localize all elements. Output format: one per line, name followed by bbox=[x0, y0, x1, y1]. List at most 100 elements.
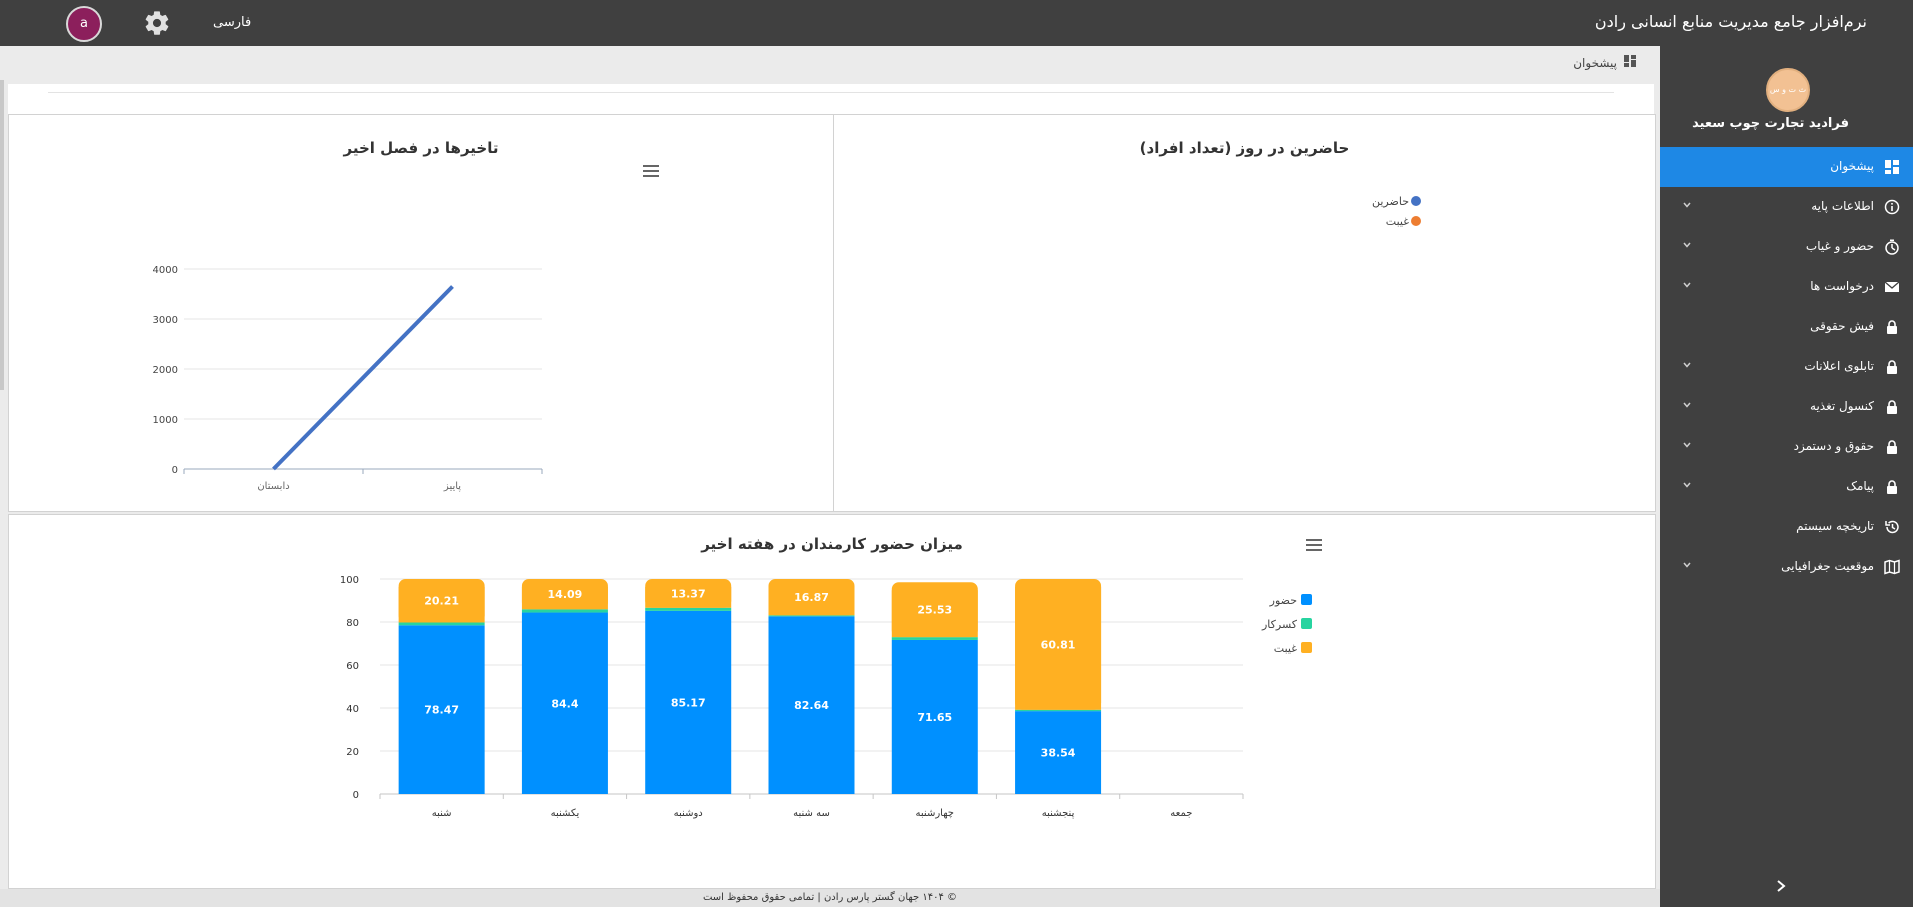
lock-icon bbox=[1887, 400, 1897, 414]
info-icon bbox=[1884, 199, 1900, 215]
legend-label: کسرکار bbox=[1261, 618, 1298, 631]
sidebar-item-base-info[interactable]: اطلاعات پایه bbox=[1660, 187, 1913, 227]
data-label: 85.17 bbox=[671, 696, 706, 709]
data-label: 20.21 bbox=[424, 595, 459, 608]
weekly-attendance-panel: میزان حضور کارمندان در هفته اخیر 0 20 40 60… bbox=[8, 514, 1656, 889]
y-tick-label: 80 bbox=[346, 618, 359, 629]
sidebar-item-dashboard[interactable]: پیشخوان bbox=[1660, 147, 1913, 187]
sidebar-item-sms[interactable]: پیامک bbox=[1660, 467, 1913, 507]
language-selector[interactable]: فارسی bbox=[213, 15, 252, 30]
bar-segment-fill bbox=[768, 587, 855, 616]
y-tick-label: 20 bbox=[346, 747, 359, 758]
scrollbar[interactable] bbox=[0, 80, 4, 390]
chart-title: میزان حضور کارمندان در هفته اخیر bbox=[701, 535, 963, 553]
sidebar-item-payslip[interactable]: فیش حقوقی bbox=[1660, 307, 1913, 347]
sidebar-item-system-history[interactable]: تاریخچه سیستم bbox=[1660, 507, 1913, 547]
x-tick-label: یکشنبه bbox=[551, 808, 580, 819]
data-label: 25.53 bbox=[917, 604, 952, 617]
dashboard-icon bbox=[1885, 160, 1899, 174]
chevron-down-icon[interactable] bbox=[1682, 200, 1692, 210]
sidebar-item-payroll[interactable]: حقوق و دستمزد bbox=[1660, 427, 1913, 467]
top-header: نرم‌افزار جامع مدیریت منابع انسانی رادن … bbox=[0, 0, 1913, 46]
legend-marker bbox=[1301, 618, 1312, 629]
x-tick-label: پاییز bbox=[443, 481, 461, 492]
main-content: حاضرین در روز (تعداد افراد) حاضرین غیبت … bbox=[0, 80, 1660, 889]
data-label: 16.87 bbox=[794, 591, 829, 604]
bar-segment bbox=[1015, 711, 1102, 794]
lock-icon bbox=[1887, 440, 1897, 454]
line-chart: 0 1000 2000 3000 4000 دابستان پاییز bbox=[153, 265, 543, 492]
y-tick-label: 60 bbox=[346, 661, 359, 672]
company-name: فرادید تجارت چوب سعید bbox=[1692, 116, 1849, 131]
x-tick-label: شنبه bbox=[432, 808, 452, 819]
data-label: 38.54 bbox=[1041, 747, 1076, 760]
sidebar-item-label: حضور و غیاب bbox=[1805, 239, 1874, 253]
footer: © ۱۴۰۴ جهان گستر پارس رادن | تمامی حقوق … bbox=[0, 889, 1660, 907]
legend-absent-marker bbox=[1411, 216, 1421, 226]
chevron-right-icon[interactable] bbox=[1775, 879, 1787, 893]
bar-segment bbox=[768, 616, 855, 794]
x-tick-label: سه شنبه bbox=[793, 808, 830, 819]
dashboard-icon bbox=[1624, 55, 1636, 67]
series-line bbox=[272, 285, 454, 471]
bar-segment bbox=[645, 607, 732, 611]
x-tick-label: چهارشنبه bbox=[916, 808, 954, 819]
sidebar-item-label: درخواست ها bbox=[1810, 279, 1874, 293]
sidebar: ث ت و س فرادید تجارت چوب سعید پیشخوان اطل… bbox=[1660, 46, 1913, 907]
legend-label: حضور bbox=[1269, 594, 1297, 607]
x-tick-label: دابستان bbox=[257, 481, 289, 492]
data-label: 82.64 bbox=[794, 699, 829, 712]
bar-segment bbox=[768, 615, 855, 617]
legend-present-label: حاضرین bbox=[1372, 195, 1409, 208]
y-tick-label: 0 bbox=[172, 465, 178, 476]
app-title: نرم‌افزار جامع مدیریت منابع انسانی رادن bbox=[1594, 12, 1867, 31]
gear-icon[interactable] bbox=[143, 9, 171, 37]
bar-segment-fill bbox=[1015, 587, 1102, 710]
pie-chart: حاضرین غیبت bbox=[1372, 195, 1421, 228]
x-tick-label: پنجشنبه bbox=[1042, 808, 1075, 819]
sidebar-item-notice-board[interactable]: تابلوی اعلانات bbox=[1660, 347, 1913, 387]
sidebar-item-geo-location[interactable]: موقعیت جغرافیایی bbox=[1660, 547, 1913, 587]
chevron-down-icon[interactable] bbox=[1682, 440, 1692, 450]
bar-segment bbox=[1015, 709, 1102, 712]
data-label: 71.65 bbox=[917, 711, 952, 724]
sidebar-item-label: پیشخوان bbox=[1830, 159, 1874, 173]
sidebar-item-label: تاریخچه سیستم bbox=[1796, 519, 1874, 533]
data-label: 13.37 bbox=[671, 587, 706, 600]
sidebar-item-label: تابلوی اعلانات bbox=[1804, 359, 1874, 373]
lock-icon bbox=[1887, 360, 1897, 374]
chevron-down-icon[interactable] bbox=[1682, 480, 1692, 490]
top-panel-strip bbox=[8, 84, 1654, 114]
chevron-down-icon[interactable] bbox=[1682, 360, 1692, 370]
delays-panel: تاخیرها در فصل اخیر 0 1000 2000 3000 4000 داب… bbox=[8, 114, 834, 512]
bar-segment bbox=[398, 622, 485, 626]
chevron-down-icon[interactable] bbox=[1682, 280, 1692, 290]
avatar[interactable]: a bbox=[66, 6, 102, 42]
bar-segment bbox=[521, 609, 608, 613]
sidebar-item-label: کنسول تغذیه bbox=[1810, 399, 1874, 413]
chevron-down-icon[interactable] bbox=[1682, 240, 1692, 250]
data-label: 60.81 bbox=[1041, 638, 1076, 651]
chart-menu-icon[interactable] bbox=[643, 165, 659, 177]
legend-marker bbox=[1301, 642, 1312, 653]
sidebar-item-attendance[interactable]: حضور و غیاب bbox=[1660, 227, 1913, 267]
data-label: 78.47 bbox=[424, 704, 459, 717]
chart-title: حاضرین در روز (تعداد افراد) bbox=[1139, 139, 1350, 157]
y-tick-label: 0 bbox=[353, 790, 359, 801]
sidebar-item-requests[interactable]: درخواست ها bbox=[1660, 267, 1913, 307]
stacked-bar-chart: 0 20 40 60 80 100 شنبه 78.47 20.21 یکشنبه 84.4 14.0… bbox=[340, 575, 1312, 819]
legend-absent-label: غیبت bbox=[1386, 215, 1409, 228]
bar-segment bbox=[891, 639, 978, 794]
sidebar-item-food-console[interactable]: کنسول تغذیه bbox=[1660, 387, 1913, 427]
bar-segment bbox=[645, 610, 732, 794]
breadcrumb: پیشخوان bbox=[0, 46, 1660, 80]
sidebar-item-label: پیامک bbox=[1846, 479, 1874, 493]
y-tick-label: 100 bbox=[340, 575, 359, 586]
y-tick-label: 2000 bbox=[153, 365, 178, 376]
lock-icon bbox=[1887, 320, 1897, 334]
lock-icon bbox=[1887, 480, 1897, 494]
chevron-down-icon[interactable] bbox=[1682, 560, 1692, 570]
bar-segment-fill bbox=[891, 590, 978, 638]
chart-menu-icon[interactable] bbox=[1306, 539, 1322, 551]
chevron-down-icon[interactable] bbox=[1682, 400, 1692, 410]
